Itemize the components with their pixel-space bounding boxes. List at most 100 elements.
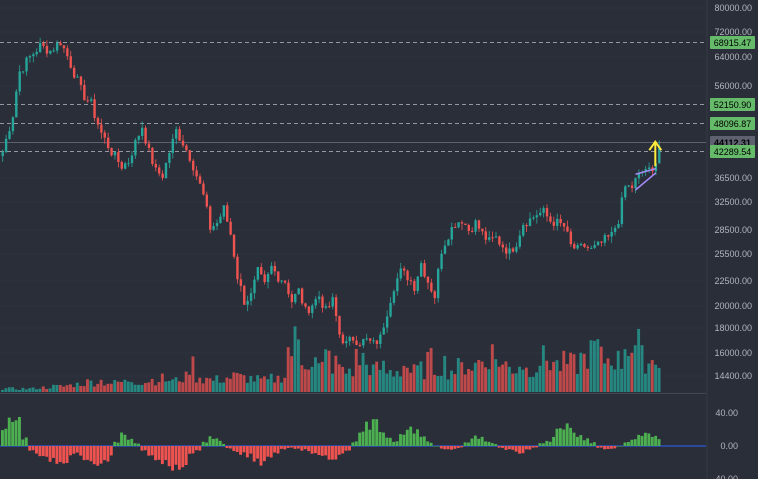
oscillator-bar <box>62 446 66 464</box>
price-axis[interactable]: 80000.00 72000.00 64000.00 56000.00 36500.00… <box>706 0 752 479</box>
candle-body <box>372 340 375 342</box>
candle-body <box>341 334 345 344</box>
oscillator-bar <box>416 429 419 446</box>
volume-bar <box>582 353 586 392</box>
candle-body <box>348 336 351 342</box>
candle-body <box>426 276 430 283</box>
oscillator-bar <box>647 433 651 446</box>
oscillator-bar <box>154 446 157 461</box>
oscillator-bar <box>599 446 603 448</box>
candle-body <box>161 173 164 178</box>
oscillator-bar <box>422 436 426 446</box>
candle-body <box>171 138 174 154</box>
volume-bar <box>109 383 113 392</box>
oscillator-bar <box>569 427 573 446</box>
oscillator-bar <box>409 426 413 446</box>
volume-bar <box>293 326 297 392</box>
volume-bar <box>545 360 549 392</box>
drawings[interactable] <box>635 139 663 191</box>
oscillator-bar <box>467 442 470 446</box>
candle-body <box>45 45 49 54</box>
oscillator-bar <box>351 442 355 446</box>
volume-bar <box>273 382 277 392</box>
oscillator-bar <box>279 446 283 449</box>
oscillator-bar <box>307 446 311 452</box>
oscillator-bar <box>14 420 18 446</box>
wedge-upper-line[interactable] <box>635 167 657 175</box>
candle-body <box>477 220 481 229</box>
candle-body <box>562 223 566 227</box>
oscillator-bar <box>1 430 4 446</box>
volume-bar <box>38 388 42 392</box>
oscillator-bar <box>222 443 226 446</box>
oscillator-bar <box>126 439 130 446</box>
oscillator-bar <box>11 421 15 446</box>
volume-bar <box>18 390 21 392</box>
volume-bar <box>65 385 69 392</box>
oscillator-bar <box>528 446 532 450</box>
volume-bar <box>630 352 634 392</box>
volume-bar <box>538 365 542 392</box>
oscillator-bar <box>215 438 219 446</box>
candle-body <box>549 216 552 222</box>
price-tick-label: 64000.00 <box>714 52 752 62</box>
oscillator-bar <box>86 446 89 460</box>
volume-bar <box>103 385 106 392</box>
price-level-badge <box>710 98 755 111</box>
candle-body <box>134 139 137 156</box>
oscillator-bar <box>456 446 460 448</box>
oscillator-tick-label: -40.00 <box>712 474 738 479</box>
oscillator-bar <box>239 446 243 455</box>
volume-bar <box>269 373 273 392</box>
oscillator-bar <box>548 441 552 446</box>
candle-body <box>89 99 93 101</box>
volume-bar <box>524 367 528 392</box>
arrow-head[interactable] <box>648 139 663 151</box>
candle-body <box>113 152 117 156</box>
candle-body <box>42 43 45 46</box>
oscillator-bar <box>205 442 209 446</box>
candle-body <box>236 256 239 280</box>
volume-bar <box>86 379 89 392</box>
candle-body <box>103 132 106 138</box>
candle-body <box>545 208 549 217</box>
candle-body <box>610 231 613 237</box>
oscillator-bar <box>399 434 402 446</box>
oscillator-bar <box>633 439 637 446</box>
oscillator-bar <box>507 446 511 450</box>
candle-body <box>382 327 385 335</box>
oscillator-pane: 40.00 0.00 -40.00 <box>0 408 738 479</box>
oscillator-bar <box>579 435 583 446</box>
oscillator-bar <box>470 438 474 446</box>
candle-body <box>447 239 450 246</box>
candle-body <box>433 291 436 299</box>
oscillator-bar <box>218 440 222 446</box>
candle-body <box>436 268 440 299</box>
candle-body <box>294 294 297 303</box>
volume-bar <box>521 369 525 392</box>
oscillator-bar <box>194 446 198 451</box>
oscillator-bar <box>388 437 392 446</box>
oscillator-bar <box>426 441 430 446</box>
price-level-badge <box>710 36 755 49</box>
oscillator-bar <box>497 446 501 448</box>
candle-body <box>195 170 198 177</box>
volume-bar <box>480 361 484 392</box>
candle-body <box>518 235 522 247</box>
volume-bar <box>116 381 120 392</box>
volume-bar <box>409 372 413 392</box>
volume-bar <box>344 373 348 392</box>
volume-bar <box>599 346 603 392</box>
volume-bar <box>351 376 355 392</box>
volume-bar <box>453 374 457 392</box>
volume-bar <box>579 352 583 392</box>
oscillator-bar <box>106 446 110 462</box>
volume-bar <box>225 377 229 392</box>
candle-body <box>637 173 641 179</box>
candle-body <box>144 127 147 144</box>
volume-bar <box>484 367 487 392</box>
oscillator-bar <box>184 446 188 465</box>
oscillator-bar <box>283 446 287 450</box>
wedge-lower-line[interactable] <box>635 172 657 191</box>
